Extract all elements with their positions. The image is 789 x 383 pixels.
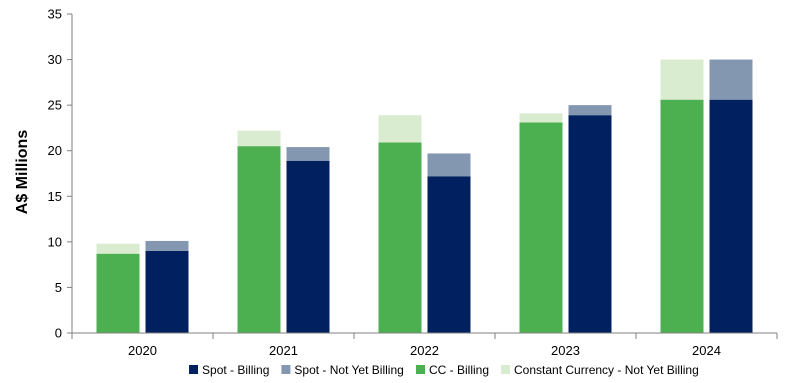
axes-layer: 0 5 10 15 20 25 30 35 2020 2021 2022 2023 2024	[48, 7, 778, 358]
bar-constant-currency-not-yet-billing-2021	[237, 130, 281, 147]
legend-swatch-spot-not-yet-billing	[281, 365, 291, 374]
bar-spot-billing-2024	[709, 99, 753, 333]
bar-cc-billing-2024	[660, 99, 704, 333]
y-tick-label: 25	[48, 98, 62, 113]
x-tick-label: 2020	[128, 343, 157, 358]
legend: Spot - Billing Spot - Not Yet Billing CC -…	[189, 363, 699, 377]
y-tick-label: 35	[48, 7, 62, 22]
legend-label-constant-currency-not-yet-billing: Constant Currency - Not Yet Billing	[514, 363, 699, 377]
bar-constant-currency-not-yet-billing-2023	[519, 113, 563, 123]
y-tick-label: 10	[48, 234, 62, 249]
x-tick-label: 2023	[551, 343, 580, 358]
legend-swatch-constant-currency-not-yet-billing	[501, 365, 511, 374]
y-tick-label: 20	[48, 143, 62, 158]
y-tick-label: 5	[55, 280, 62, 295]
bar-spot-billing-2020	[145, 250, 189, 333]
bar-cc-billing-2023	[519, 122, 563, 334]
legend-label-spot-billing: Spot - Billing	[202, 363, 269, 377]
bar-constant-currency-not-yet-billing-2020	[96, 243, 140, 254]
bar-constant-currency-not-yet-billing-2024	[660, 59, 704, 100]
bar-spot-not-yet-billing-2022	[427, 153, 471, 177]
bar-cc-billing-2021	[237, 146, 281, 333]
bar-spot-not-yet-billing-2024	[709, 59, 753, 100]
bar-constant-currency-not-yet-billing-2022	[378, 115, 422, 143]
bar-spot-not-yet-billing-2021	[286, 147, 330, 161]
x-tick-label: 2022	[410, 343, 439, 358]
y-tick-label: 0	[55, 326, 62, 341]
bar-spot-not-yet-billing-2023	[568, 105, 612, 116]
bars-layer	[96, 59, 753, 334]
legend-label-spot-not-yet-billing: Spot - Not Yet Billing	[294, 363, 403, 377]
bar-cc-billing-2020	[96, 253, 140, 333]
bar-spot-not-yet-billing-2020	[145, 240, 189, 251]
y-axis-label: A$ Millions	[14, 130, 31, 215]
legend-swatch-spot-billing	[189, 365, 199, 374]
bar-spot-billing-2023	[568, 115, 612, 333]
legend-label-cc-billing: CC - Billing	[429, 363, 489, 377]
y-tick-label: 15	[48, 189, 62, 204]
x-tick-label: 2021	[269, 343, 298, 358]
bar-spot-billing-2022	[427, 176, 471, 333]
x-tick-label: 2024	[692, 343, 721, 358]
y-tick-label: 30	[48, 52, 62, 67]
legend-swatch-cc-billing	[416, 365, 426, 374]
bar-spot-billing-2021	[286, 160, 330, 333]
bar-cc-billing-2022	[378, 142, 422, 333]
